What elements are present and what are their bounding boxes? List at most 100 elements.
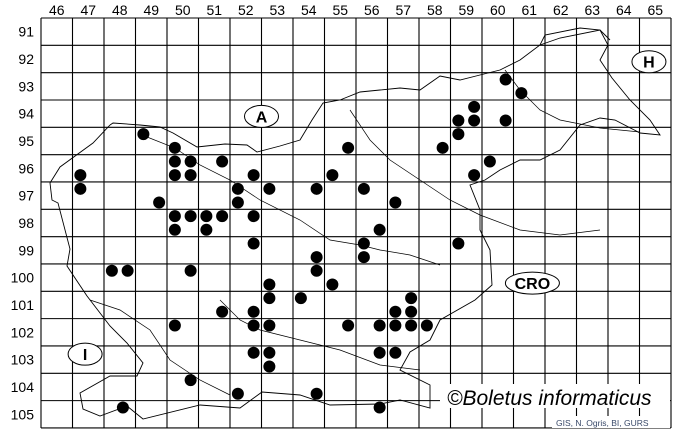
occurrence-dot xyxy=(153,196,166,209)
column-label: 55 xyxy=(332,2,348,18)
column-label: 52 xyxy=(238,2,254,18)
column-label: 60 xyxy=(490,2,506,18)
column-label: 50 xyxy=(175,2,191,18)
occurrence-dot xyxy=(452,237,465,250)
occurrence-dot xyxy=(74,182,87,195)
row-label: 98 xyxy=(18,215,34,231)
occurrence-dot xyxy=(342,319,355,332)
watermark: ©Boletus informaticus xyxy=(447,387,652,410)
occurrence-dot xyxy=(420,319,433,332)
occurrence-dot xyxy=(405,319,418,332)
row-label: 95 xyxy=(18,133,34,149)
region-label-a: A xyxy=(244,104,279,128)
occurrence-dot xyxy=(389,305,402,318)
hungary-border xyxy=(539,29,611,46)
river xyxy=(504,69,641,133)
occurrence-dot xyxy=(168,169,181,182)
occurrence-dot xyxy=(168,319,181,332)
occurrence-dot xyxy=(247,319,260,332)
occurrence-dot xyxy=(310,264,323,277)
column-label: 53 xyxy=(269,2,285,18)
region-label-h: H xyxy=(631,50,667,74)
region-label-cro: CRO xyxy=(504,271,560,295)
occurrence-dot xyxy=(74,169,87,182)
occurrence-dot xyxy=(184,374,197,387)
occurrence-dot xyxy=(121,264,134,277)
slovenia-border xyxy=(49,27,661,420)
occurrence-dot xyxy=(216,155,229,168)
occurrence-dot xyxy=(357,237,370,250)
occurrence-dot xyxy=(468,114,481,127)
occurrence-dot xyxy=(357,251,370,264)
occurrence-dot xyxy=(216,305,229,318)
column-label: 49 xyxy=(143,2,159,18)
occurrence-dot xyxy=(294,292,307,305)
region-text: A xyxy=(256,109,268,126)
country-border xyxy=(49,27,661,420)
region-ellipse xyxy=(504,271,560,295)
occurrence-dot xyxy=(389,319,402,332)
occurrence-dot xyxy=(373,319,386,332)
column-label: 48 xyxy=(112,2,128,18)
row-label: 97 xyxy=(18,188,34,204)
occurrence-dot xyxy=(483,155,496,168)
occurrence-dot xyxy=(326,278,339,291)
credit-background xyxy=(552,416,670,428)
occurrence-dot xyxy=(200,223,213,236)
occurrence-dot xyxy=(231,387,244,400)
occurrence-dot xyxy=(263,346,276,359)
occurrence-dot xyxy=(184,155,197,168)
occurrence-dot xyxy=(342,141,355,154)
occurrence-dot xyxy=(168,155,181,168)
column-label: 54 xyxy=(301,2,317,18)
occurrence-dot xyxy=(184,210,197,223)
occurrence-dot xyxy=(389,196,402,209)
river xyxy=(219,299,421,371)
region-ellipse xyxy=(631,50,667,74)
region-text: CRO xyxy=(515,276,551,293)
row-label: 105 xyxy=(11,406,35,422)
occurrence-dot xyxy=(247,169,260,182)
occurrence-dot xyxy=(184,169,197,182)
row-label: 94 xyxy=(18,106,34,122)
row-label: 102 xyxy=(11,324,35,340)
occurrence-dot xyxy=(247,346,260,359)
river xyxy=(349,109,601,236)
occurrence-dot xyxy=(200,210,213,223)
occurrence-dot xyxy=(231,196,244,209)
row-label: 101 xyxy=(11,297,35,313)
occurrence-dot xyxy=(310,251,323,264)
column-label: 56 xyxy=(364,2,380,18)
region-text: H xyxy=(643,55,655,72)
row-label: 104 xyxy=(11,379,35,395)
occurrence-dot xyxy=(137,128,150,141)
occurrence-dot xyxy=(263,278,276,291)
column-label: 46 xyxy=(49,2,65,18)
watermark-background xyxy=(440,384,670,408)
row-label: 99 xyxy=(18,242,34,258)
occurrence-dot xyxy=(389,346,402,359)
column-label: 64 xyxy=(616,2,632,18)
occurrence-dot xyxy=(263,182,276,195)
row-label: 96 xyxy=(18,160,34,176)
region-text: I xyxy=(83,347,87,364)
occurrence-dot xyxy=(116,401,129,414)
row-label: 93 xyxy=(18,78,34,94)
column-label: 47 xyxy=(80,2,96,18)
occurrence-dot xyxy=(231,182,244,195)
occurrence-dot xyxy=(247,237,260,250)
column-label: 58 xyxy=(427,2,443,18)
occurrence-dot xyxy=(247,210,260,223)
occurrence-dot xyxy=(499,114,512,127)
occurrence-dot xyxy=(468,169,481,182)
occurrence-dot xyxy=(216,210,229,223)
region-ellipse xyxy=(244,104,279,128)
region-labels: A H CRO I xyxy=(67,50,667,366)
row-label: 103 xyxy=(11,352,35,368)
region-ellipse xyxy=(67,342,103,366)
occurrence-dot xyxy=(468,100,481,113)
occurrence-dot xyxy=(263,360,276,373)
occurrence-dot xyxy=(263,292,276,305)
column-label: 59 xyxy=(458,2,474,18)
column-label: 61 xyxy=(521,2,537,18)
